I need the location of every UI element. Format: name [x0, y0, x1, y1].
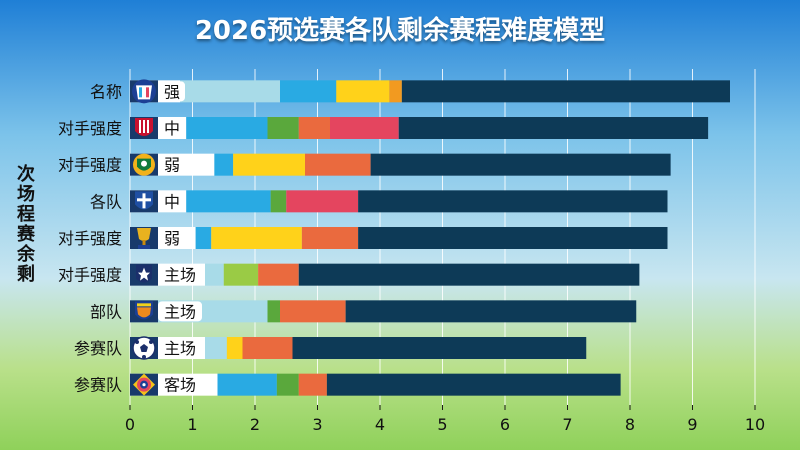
navy-star-crest-icon: [130, 263, 158, 286]
red-blue-roundel-icon: [130, 373, 158, 396]
bar-segment: [214, 153, 234, 176]
x-tick-label: 5: [437, 415, 447, 434]
bar-segment: [336, 80, 390, 103]
tag-label: 中: [164, 192, 180, 211]
soccer-ball-icon: [130, 336, 158, 360]
tag-pill: [158, 191, 185, 212]
x-tick-label: 2: [250, 415, 260, 434]
bar-segment: [270, 190, 287, 213]
bar-segment: [298, 117, 330, 139]
tag-pill: [158, 228, 185, 248]
category-label: 对手强度: [58, 156, 122, 175]
bar-segment: [389, 80, 402, 103]
tag-label: 中: [164, 119, 180, 138]
bar-segment: [205, 337, 227, 359]
bar-segment: [226, 337, 243, 359]
bar-segment: [286, 190, 359, 213]
bar-segment: [401, 80, 730, 103]
bar-segment: [186, 190, 271, 213]
bar-segment: [301, 227, 359, 249]
tag-pill: [158, 301, 202, 322]
bar-segment: [280, 300, 346, 323]
category-label: 名称: [90, 82, 122, 101]
tag-label: 主场: [164, 339, 196, 358]
tag-pill: [158, 374, 202, 395]
tag-label: 弱: [164, 156, 180, 175]
y-axis-title: 次场程赛余剩: [16, 163, 36, 285]
tag-label: 客场: [164, 376, 196, 395]
y-axis-title: 次场程赛余剩: [16, 163, 36, 285]
bar-segment: [298, 373, 327, 396]
category-label: 对手强度: [58, 229, 122, 248]
blue-cross-shield-icon: [130, 190, 158, 213]
bar-segment: [211, 227, 302, 249]
category-label: 部队: [90, 302, 122, 321]
x-tick-label: 8: [625, 415, 635, 434]
x-tick-label: 9: [687, 415, 697, 434]
category-label: 各队: [90, 192, 122, 211]
tag-label: 主场: [164, 266, 196, 285]
bar-segment: [330, 117, 399, 139]
bar-segment: [358, 227, 668, 249]
tag-label: 强: [164, 82, 180, 101]
gold-trophy-icon: [130, 227, 158, 249]
x-tick-label: 7: [562, 415, 572, 434]
bar-segment: [267, 300, 280, 323]
bar-segment: [305, 153, 371, 176]
tag-pill: [158, 81, 185, 102]
tag-label: 主场: [164, 302, 196, 321]
category-label: 对手强度: [58, 266, 122, 285]
x-tick-label: 3: [312, 415, 322, 434]
x-tick-label: 10: [745, 415, 765, 434]
tag-label: 弱: [164, 229, 180, 248]
star-shield-icon: [130, 79, 158, 104]
bar-segment: [292, 337, 587, 359]
category-label: 参赛队: [74, 376, 122, 395]
x-tick-label: 4: [375, 415, 385, 434]
bar-segment: [326, 373, 621, 396]
tag-pill: [158, 118, 185, 138]
bar-segment: [186, 117, 268, 139]
x-tick-label: 6: [500, 415, 510, 434]
red-stripes-shield-icon: [130, 117, 158, 139]
bar-segment: [205, 263, 224, 286]
bar-segment: [358, 190, 668, 213]
category-label: 参赛队: [74, 339, 122, 358]
bar-segment: [258, 263, 299, 286]
bar-segment: [276, 373, 299, 396]
bar-segment: [280, 80, 337, 103]
orange-tiger-crest-icon: [130, 300, 158, 323]
bar-segment: [242, 337, 293, 359]
green-gold-crest-icon: [130, 153, 158, 176]
bar-segments: [130, 80, 730, 396]
tag-pill: [158, 264, 202, 285]
bar-segment: [345, 300, 637, 323]
bar-segment: [180, 80, 280, 103]
bar-segment: [398, 117, 709, 139]
bar-segment: [267, 117, 299, 139]
chart-title: 2026预选赛各队剩余赛程难度模型: [194, 16, 606, 46]
x-tick-label: 0: [125, 415, 135, 434]
category-label: 对手强度: [58, 119, 122, 138]
bar-segment: [195, 227, 212, 249]
tag-pill: [158, 154, 185, 175]
bar-segment: [370, 153, 671, 176]
x-tick-label: 1: [187, 415, 197, 434]
tag-pill: [158, 338, 202, 358]
bar-segment: [217, 373, 277, 396]
bar-segment: [223, 263, 259, 286]
bar-segment: [233, 153, 305, 176]
bar-segment: [298, 263, 640, 286]
x-axis-ticks: 0 1 2 3 4 5 6 7 8 9 10: [125, 405, 765, 434]
